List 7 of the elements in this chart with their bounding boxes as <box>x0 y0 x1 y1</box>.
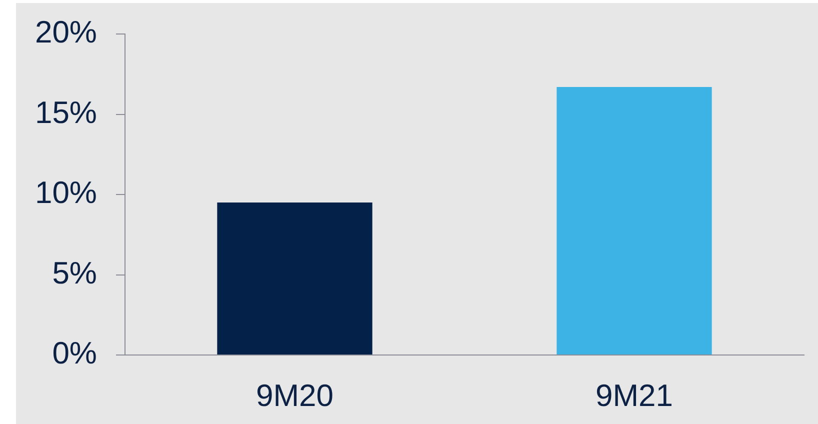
y-tick-label: 10% <box>34 175 97 210</box>
x-tick-label: 9M20 <box>256 378 334 414</box>
y-tick-label: 0% <box>52 336 97 371</box>
x-tick-label: 9M21 <box>595 378 674 414</box>
y-tick-label: 20% <box>34 14 97 50</box>
y-tick-label: 15% <box>34 94 97 130</box>
y-tick-label: 5% <box>52 255 97 290</box>
